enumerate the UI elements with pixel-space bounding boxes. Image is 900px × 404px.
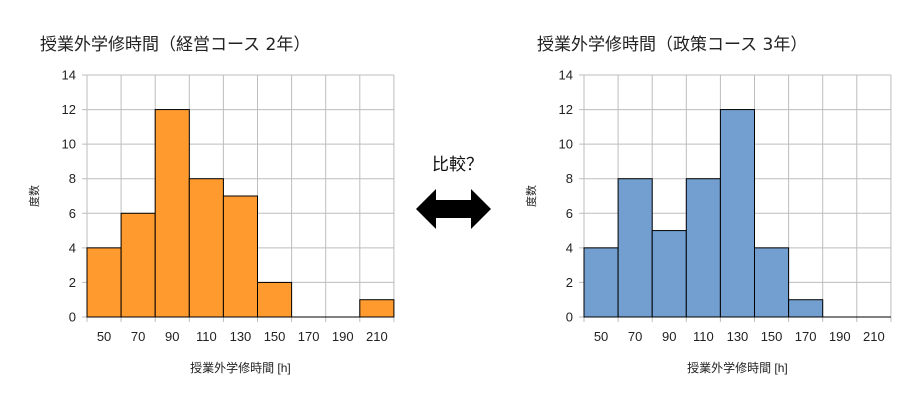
x-tick-label: 210 (366, 329, 388, 344)
bar (685, 178, 721, 318)
x-tick-label: 110 (693, 329, 714, 344)
y-tick-label: 6 (69, 206, 76, 221)
x-tick-label: 130 (727, 329, 749, 344)
comparison-label: 比較？ (432, 155, 483, 175)
y-tick-label: 14 (559, 68, 573, 83)
y-tick-label: 2 (69, 275, 76, 290)
y-tick-label: 12 (559, 102, 573, 117)
double-arrow-icon (416, 189, 491, 229)
bar (86, 247, 122, 318)
y-tick-label: 0 (566, 310, 573, 325)
chart-title-right: 授業外学修時間（政策コース 3年） (537, 35, 808, 55)
y-tick-label: 2 (566, 275, 573, 290)
x-tick-label: 150 (264, 329, 286, 344)
bar (120, 212, 156, 318)
x-tick-label: 50 (97, 329, 111, 344)
bar (788, 299, 824, 318)
x-tick-label: 50 (594, 329, 608, 344)
bar (583, 247, 619, 318)
bar (188, 178, 224, 318)
x-tick-label: 90 (165, 329, 179, 344)
x-axis-label: 授業外学修時間 [h] (687, 360, 788, 375)
y-axis-label: 度数 (524, 185, 538, 207)
y-tick-label: 12 (62, 102, 76, 117)
y-tick-label: 4 (566, 240, 573, 255)
bar (359, 299, 395, 318)
y-tick-label: 6 (566, 206, 573, 221)
x-tick-label: 190 (829, 329, 851, 344)
bar (154, 109, 190, 318)
x-tick-label: 190 (332, 329, 354, 344)
x-tick-label: 90 (662, 329, 676, 344)
y-tick-label: 8 (566, 171, 573, 186)
x-tick-label: 130 (230, 329, 252, 344)
y-tick-label: 10 (559, 137, 573, 152)
bar (754, 247, 790, 318)
bar (719, 109, 755, 318)
x-tick-label: 70 (131, 329, 145, 344)
chart-title-left: 授業外学修時間（経営コース 2年） (40, 35, 311, 55)
y-tick-label: 8 (69, 171, 76, 186)
y-tick-label: 14 (62, 68, 76, 83)
histogram-right: 0 2 4 6 8 10 12 14 50 70 90 110 130 150 170 190 210 授業外学修… (524, 68, 892, 375)
y-axis-label: 度数 (27, 185, 41, 207)
x-tick-label: 170 (298, 329, 320, 344)
x-tick-label: 70 (628, 329, 642, 344)
bar (651, 230, 687, 318)
y-tick-label: 0 (69, 310, 76, 325)
x-tick-label: 150 (761, 329, 783, 344)
y-tick-label: 10 (62, 137, 76, 152)
bar (617, 178, 653, 318)
x-tick-label: 170 (795, 329, 817, 344)
x-tick-label: 110 (196, 329, 217, 344)
histogram-left: 0 2 4 6 8 10 12 14 50 70 90 110 130 150 170 190 210 授業外学修… (27, 68, 395, 375)
x-tick-label: 210 (863, 329, 885, 344)
bar (222, 195, 258, 318)
y-tick-label: 4 (69, 240, 76, 255)
x-axis-label: 授業外学修時間 [h] (190, 360, 291, 375)
bar (257, 281, 293, 318)
